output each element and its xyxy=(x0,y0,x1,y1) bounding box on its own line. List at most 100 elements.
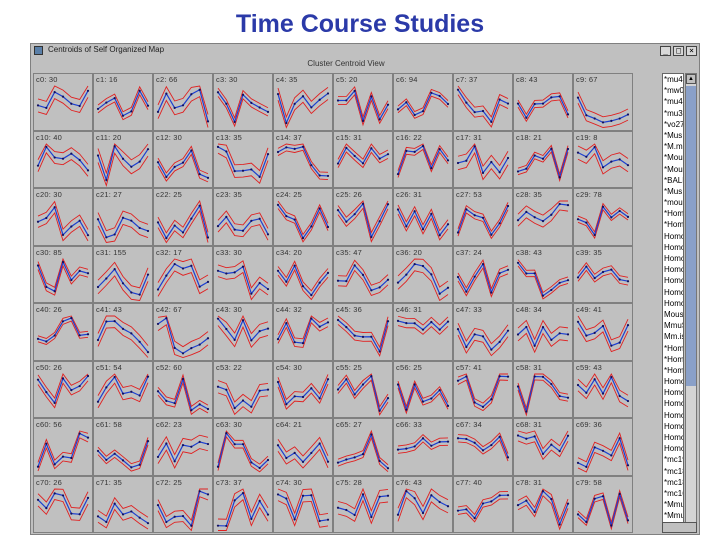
cluster-cell[interactable]: c55: 25 xyxy=(333,360,393,418)
cluster-cell[interactable]: c79: 58 xyxy=(573,475,633,533)
cluster-cell[interactable]: c64: 21 xyxy=(273,418,333,476)
gene-list-item[interactable]: Homolog xyxy=(664,410,683,420)
scroll-thumb[interactable] xyxy=(686,86,696,386)
cluster-cell[interactable]: c77: 40 xyxy=(453,475,513,533)
cluster-cell[interactable]: c4: 35 xyxy=(273,73,333,131)
gene-list-item[interactable]: *mouse vi xyxy=(664,198,683,208)
vertical-scrollbar[interactable]: ▲ ▼ xyxy=(685,73,697,533)
cluster-cell[interactable]: c68: 31 xyxy=(513,418,573,476)
cluster-cell[interactable]: c72: 25 xyxy=(153,475,213,533)
gene-list-item[interactable]: *BALB/c m xyxy=(664,175,683,185)
gene-list-item[interactable]: Homolog xyxy=(664,399,683,409)
gene-list-item[interactable]: *Homolog xyxy=(664,343,684,353)
gene-list-item[interactable]: Mm.isu xyxy=(664,332,683,342)
cluster-cell[interactable]: c59: 43 xyxy=(573,360,633,418)
cluster-cell[interactable]: c14: 37 xyxy=(273,130,333,188)
cluster-cell[interactable]: c71: 35 xyxy=(93,475,153,533)
cluster-cell[interactable]: c61: 58 xyxy=(93,418,153,476)
cluster-cell[interactable]: c25: 26 xyxy=(333,188,393,246)
gene-list-item[interactable]: *mu46a11 xyxy=(664,75,683,84)
gene-list-item[interactable]: *vo27d03 xyxy=(664,119,683,129)
gene-list-item[interactable]: Homolog xyxy=(664,231,683,241)
cluster-cell[interactable]: c3: 30 xyxy=(213,73,273,131)
gene-list-item[interactable]: *Mouse ke xyxy=(664,164,683,174)
gene-list-item[interactable]: *Homolog xyxy=(664,209,684,219)
cluster-cell[interactable]: c75: 28 xyxy=(333,475,393,533)
gene-list-item[interactable]: Mouse gap xyxy=(664,309,684,319)
cluster-cell[interactable]: c23: 35 xyxy=(213,188,273,246)
cluster-cell[interactable]: c43: 30 xyxy=(213,303,273,361)
cluster-cell[interactable]: c54: 30 xyxy=(273,360,333,418)
cluster-cell[interactable]: c49: 41 xyxy=(573,303,633,361)
cluster-cell[interactable]: c46: 31 xyxy=(393,303,453,361)
gene-list-item[interactable]: Homolog xyxy=(664,444,683,454)
cluster-cell[interactable]: c47: 33 xyxy=(453,303,513,361)
cluster-cell[interactable]: c45: 36 xyxy=(333,303,393,361)
cluster-cell[interactable]: c48: 34 xyxy=(513,303,573,361)
cluster-cell[interactable]: c6: 94 xyxy=(393,73,453,131)
gene-list-item[interactable]: *Mus mus xyxy=(664,130,683,140)
scroll-up-button[interactable]: ▲ xyxy=(686,74,696,84)
gene-list-item[interactable]: *Homolog xyxy=(664,365,684,375)
cluster-cell[interactable]: c58: 31 xyxy=(513,360,573,418)
gene-list-item[interactable]: *Homolog xyxy=(664,220,684,230)
cluster-cell[interactable]: c38: 43 xyxy=(513,245,573,303)
gene-list-item[interactable]: *mu39_21 xyxy=(664,108,683,118)
cluster-cell[interactable]: c31: 155 xyxy=(93,245,153,303)
gene-list-item[interactable]: *Mus mus xyxy=(664,186,683,196)
cluster-cell[interactable]: c53: 22 xyxy=(213,360,273,418)
gene-list-item[interactable]: *M.musc xyxy=(664,142,683,152)
cluster-cell[interactable]: c39: 35 xyxy=(573,245,633,303)
gene-list-item[interactable]: *mc18a12 xyxy=(664,466,683,476)
gene-list-item[interactable]: *MmuSu xyxy=(664,511,683,521)
cluster-cell[interactable]: c35: 47 xyxy=(333,245,393,303)
gene-list-item[interactable]: Homolog xyxy=(664,276,683,286)
cluster-cell[interactable]: c13: 35 xyxy=(213,130,273,188)
cluster-cell[interactable]: c26: 31 xyxy=(393,188,453,246)
gene-list-item[interactable]: *Mouse ke xyxy=(664,153,683,163)
gene-list-item[interactable]: *Homolog xyxy=(664,354,684,364)
gene-list-item[interactable]: Homolog xyxy=(664,377,683,387)
cluster-cell[interactable]: c70: 26 xyxy=(33,475,93,533)
cluster-cell[interactable]: c17: 31 xyxy=(453,130,513,188)
cluster-cell[interactable]: c19: 8 xyxy=(573,130,633,188)
cluster-cell[interactable]: c28: 35 xyxy=(513,188,573,246)
cluster-cell[interactable]: c76: 43 xyxy=(393,475,453,533)
cluster-cell[interactable]: c21: 27 xyxy=(93,188,153,246)
gene-list-item[interactable]: *MmuSu xyxy=(664,500,683,510)
cluster-cell[interactable]: c42: 67 xyxy=(153,303,213,361)
gene-list-item[interactable]: *mc18b11 xyxy=(664,477,683,487)
horizontal-scrollbar[interactable] xyxy=(662,522,697,533)
cluster-cell[interactable]: c22: 25 xyxy=(153,188,213,246)
cluster-cell[interactable]: c52: 60 xyxy=(153,360,213,418)
cluster-cell[interactable]: c34: 20 xyxy=(273,245,333,303)
cluster-cell[interactable]: c10: 40 xyxy=(33,130,93,188)
gene-list-item[interactable]: MmuSu xyxy=(664,321,683,331)
cluster-cell[interactable]: c78: 31 xyxy=(513,475,573,533)
gene-list-item[interactable]: Homolog xyxy=(664,433,683,442)
cluster-cell[interactable]: c44: 32 xyxy=(273,303,333,361)
gene-list-item[interactable]: *mu47f01 xyxy=(664,97,683,107)
gene-list-item[interactable]: Homolog xyxy=(664,421,683,431)
cluster-cell[interactable]: c67: 34 xyxy=(453,418,513,476)
maximize-button[interactable]: □ xyxy=(673,46,684,56)
cluster-cell[interactable]: c57: 41 xyxy=(453,360,513,418)
cluster-cell[interactable]: c40: 26 xyxy=(33,303,93,361)
cluster-cell[interactable]: c41: 43 xyxy=(93,303,153,361)
cluster-cell[interactable]: c8: 43 xyxy=(513,73,573,131)
cluster-cell[interactable]: c2: 66 xyxy=(153,73,213,131)
cluster-cell[interactable]: c11: 20 xyxy=(93,130,153,188)
gene-list-item[interactable]: *mw05h08 xyxy=(664,86,684,96)
cluster-cell[interactable]: c24: 25 xyxy=(273,188,333,246)
cluster-cell[interactable]: c33: 30 xyxy=(213,245,273,303)
gene-list-item[interactable]: Homolog xyxy=(664,242,683,252)
gene-list[interactable]: *mu46a11 *mw05h08*mu47f01*mu39_21*vo27d03… xyxy=(662,73,684,533)
cluster-cell[interactable]: c15: 31 xyxy=(333,130,393,188)
cluster-cell[interactable]: c1: 16 xyxy=(93,73,153,131)
cluster-cell[interactable]: c65: 27 xyxy=(333,418,393,476)
cluster-cell[interactable]: c32: 17 xyxy=(153,245,213,303)
cluster-cell[interactable]: c74: 30 xyxy=(273,475,333,533)
gene-list-item[interactable]: *mc19a09 xyxy=(664,455,683,465)
cluster-cell[interactable]: c20: 30 xyxy=(33,188,93,246)
cluster-cell[interactable]: c29: 78 xyxy=(573,188,633,246)
